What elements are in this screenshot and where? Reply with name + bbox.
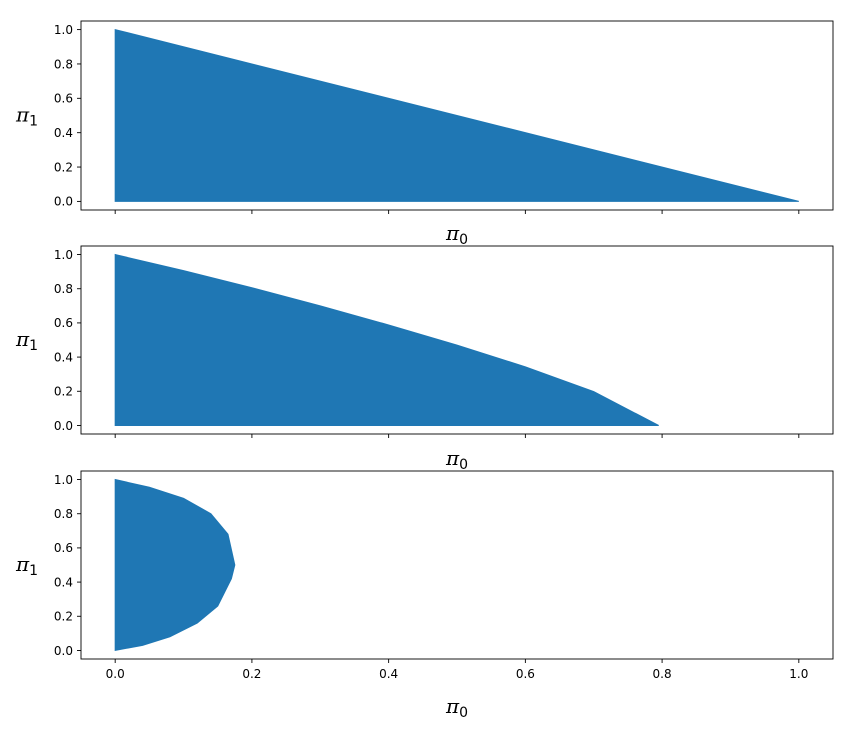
feasible-region bbox=[114, 28, 799, 202]
y-tick-label: 0.6 bbox=[54, 541, 73, 555]
x-tick-label: 0.8 bbox=[653, 667, 672, 681]
y-tick-label: 0.0 bbox=[54, 195, 73, 209]
y-tick-label: 0.6 bbox=[54, 92, 73, 106]
x-axis-label: π0 bbox=[445, 446, 468, 473]
axes-frame bbox=[80, 470, 834, 660]
y-tick-label: 0.4 bbox=[54, 350, 73, 364]
x-tick-label: 0.0 bbox=[106, 667, 125, 681]
axes-frame bbox=[80, 245, 834, 435]
y-tick-label: 0.2 bbox=[54, 385, 73, 399]
subplot-2: 0.0 0.2 0.4 0.6 0.8 1.0 π0 π1 bbox=[15, 245, 834, 473]
x-axis-label: π0 bbox=[445, 694, 468, 721]
y-axis-label: π1 bbox=[15, 552, 38, 579]
y-tick-label: 0.2 bbox=[54, 160, 73, 174]
y-tick-label: 0.0 bbox=[54, 419, 73, 433]
x-tick-label: 0.6 bbox=[516, 667, 535, 681]
y-tick-label: 0.8 bbox=[54, 282, 73, 296]
y-axis-label: π1 bbox=[15, 103, 38, 130]
y-tick-label: 0.6 bbox=[54, 316, 73, 330]
y-tick-label: 1.0 bbox=[54, 248, 73, 262]
y-tick-label: 0.2 bbox=[54, 610, 73, 624]
axes-frame bbox=[80, 20, 834, 211]
x-tick-label: 1.0 bbox=[789, 667, 808, 681]
x-axis-label: π0 bbox=[445, 221, 468, 248]
y-tick-label: 0.4 bbox=[54, 126, 73, 140]
feasible-region bbox=[114, 253, 659, 426]
x-tick-label: 0.2 bbox=[242, 667, 261, 681]
subplot-1: 0.0 0.2 0.4 0.6 0.8 1.0 π0 π1 bbox=[15, 20, 834, 248]
y-tick-label: 0.8 bbox=[54, 507, 73, 521]
y-tick-label: 0.8 bbox=[54, 57, 73, 71]
y-tick-label: 1.0 bbox=[54, 473, 73, 487]
subplot-3: 0.0 0.2 0.4 0.6 0.8 1.0 0.0 0.2 0.4 0.6 0.8 1.0 π0 π1 bbox=[15, 470, 834, 721]
x-tick-label: 0.4 bbox=[379, 667, 398, 681]
y-tick-label: 1.0 bbox=[54, 23, 73, 37]
y-axis-label: π1 bbox=[15, 327, 38, 354]
y-tick-label: 0.4 bbox=[54, 575, 73, 589]
y-tick-label: 0.0 bbox=[54, 644, 73, 658]
feasible-region bbox=[114, 478, 236, 652]
